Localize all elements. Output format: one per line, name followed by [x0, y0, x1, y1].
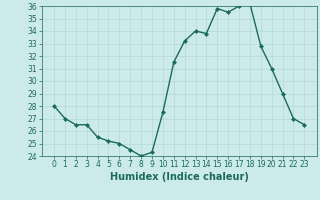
X-axis label: Humidex (Indice chaleur): Humidex (Indice chaleur): [110, 172, 249, 182]
